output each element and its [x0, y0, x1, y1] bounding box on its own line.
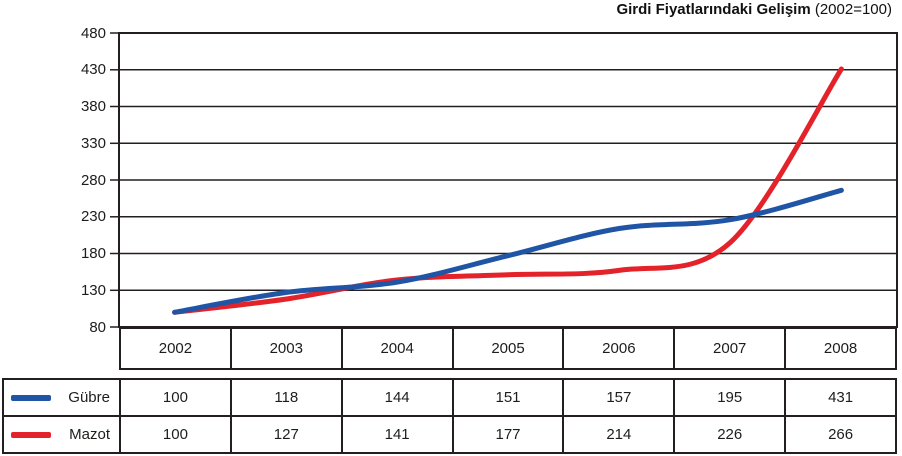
- value-cell: 195: [673, 380, 784, 415]
- year-cell: 2007: [673, 329, 784, 368]
- value-cell: 151: [451, 380, 563, 415]
- line-chart-canvas: [110, 32, 898, 328]
- value-cell: 118: [229, 380, 341, 415]
- value-cell: 100: [162, 389, 188, 406]
- legend-cell-mazot: Mazot: [4, 417, 121, 452]
- y-tick-label: 230: [80, 208, 106, 226]
- value-cell: 157: [562, 380, 673, 415]
- year-cell: 2004: [340, 329, 452, 368]
- series-line-gübre: [172, 66, 844, 315]
- value-cell: 431: [784, 380, 895, 415]
- year-cell: 2006: [562, 329, 673, 368]
- series-label-mazot: Mazot: [69, 426, 110, 443]
- value-cell: 141: [340, 417, 452, 452]
- value-cell: 144: [340, 380, 452, 415]
- y-tick-label: 80: [89, 318, 106, 336]
- chart-title-main: Girdi Fiyatlarındaki Gelişim: [616, 1, 811, 18]
- value-cell: 177: [451, 417, 563, 452]
- gubre-value-cells: 100 118 144 151 157 195 431: [121, 380, 895, 415]
- chart-title: Girdi Fiyatlarındaki Gelişim (2002=100): [616, 1, 892, 18]
- value-cell: 266: [784, 417, 895, 452]
- year-cell: 2002: [158, 340, 193, 357]
- year-cell: 2005: [451, 329, 563, 368]
- series-line-mazot: [172, 187, 844, 315]
- value-cell: 100: [162, 426, 188, 443]
- y-tick-label: 380: [80, 98, 106, 115]
- year-cell: 2003: [229, 329, 341, 368]
- table-row-mazot: Mazot 100 127 141 177 214 226 266: [4, 415, 895, 452]
- value-cell: 127: [229, 417, 341, 452]
- y-tick-label: 480: [80, 24, 106, 42]
- y-tick-label: 280: [80, 171, 106, 189]
- x-axis-year-header: 2002 2003 2004 2005 2006 2007 2008: [119, 327, 897, 370]
- gubre-legend-line-icon: [11, 394, 51, 401]
- value-cell: 214: [562, 417, 673, 452]
- table-row-gubre: Gübre 100 118 144 151 157 195 431: [4, 380, 895, 415]
- y-tick-label: 180: [80, 245, 106, 262]
- mazot-value-cells: 100 127 141 177 214 226 266: [121, 417, 895, 452]
- y-tick-label: 330: [80, 134, 106, 152]
- chart-title-suffix: (2002=100): [814, 1, 892, 18]
- data-table: Gübre 100 118 144 151 157 195 431 Mazot 100 127…: [2, 378, 897, 454]
- mazot-legend-line-icon: [11, 431, 51, 438]
- year-cell: 2008: [784, 329, 895, 368]
- y-tick-label: 430: [80, 61, 106, 79]
- value-cell: 226: [673, 417, 784, 452]
- legend-cell-gubre: Gübre: [4, 380, 121, 415]
- series-label-gubre: Gübre: [68, 389, 110, 406]
- y-tick-label: 130: [80, 281, 106, 299]
